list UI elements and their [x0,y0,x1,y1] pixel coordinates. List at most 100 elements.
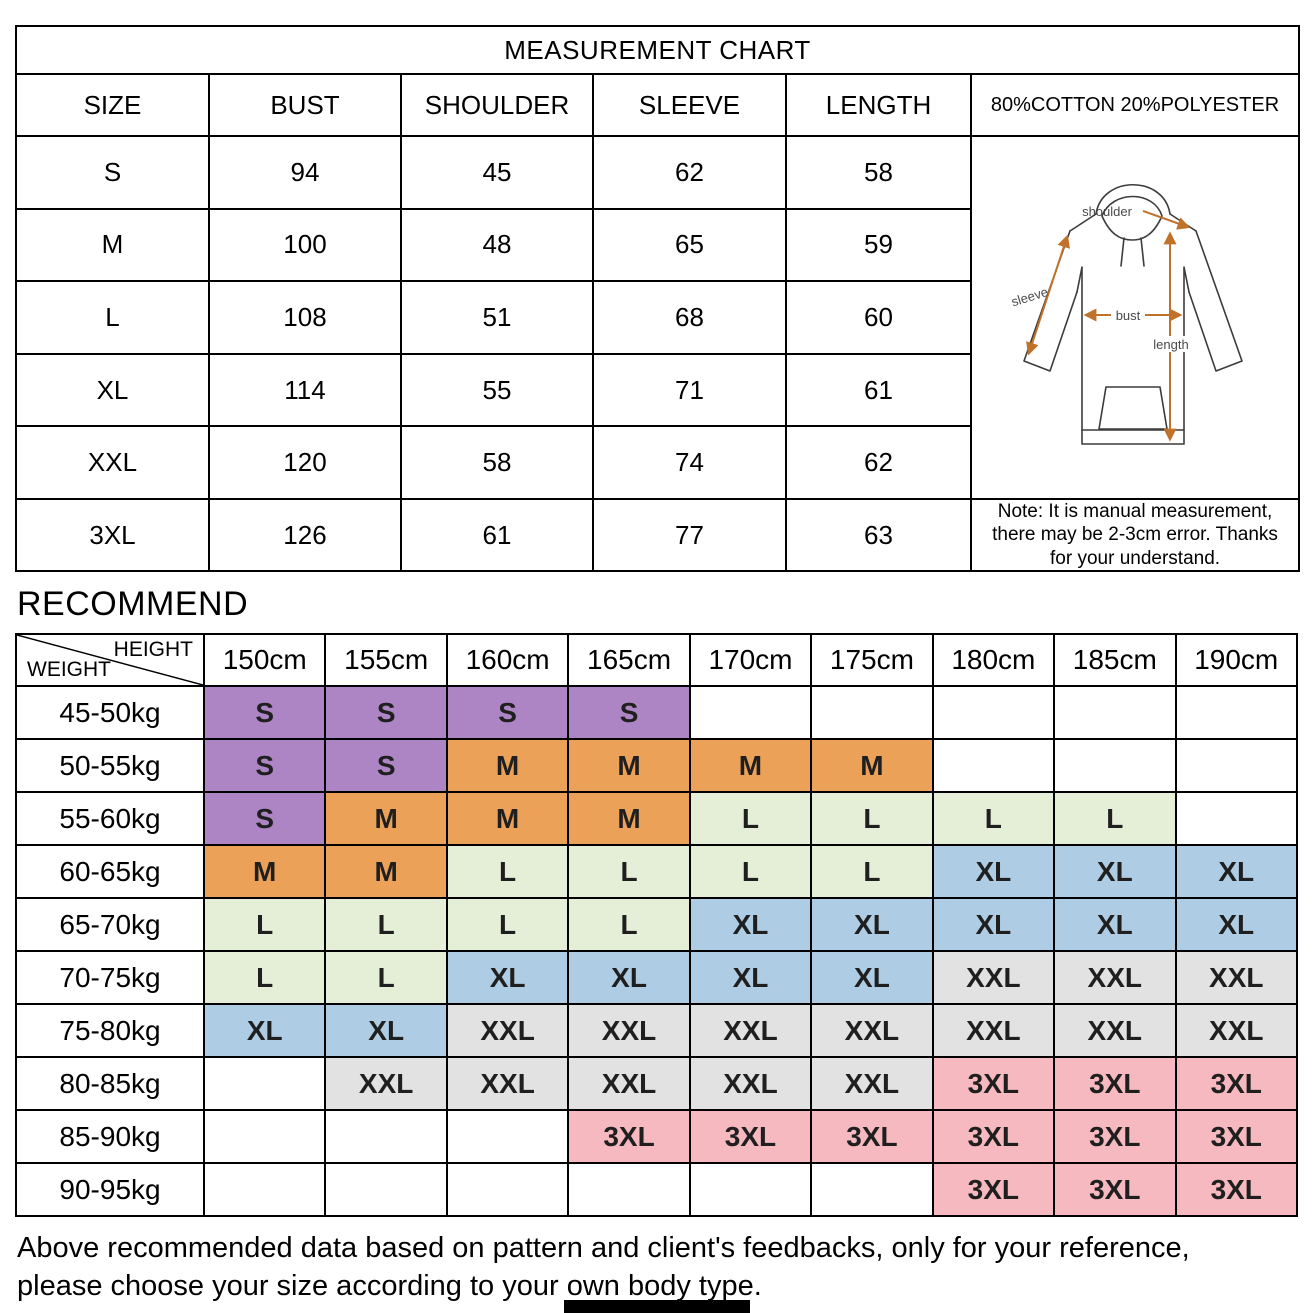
recommended-size-cell: XXL [688,1056,813,1112]
size-row: XXL 120 58 74 62 [15,425,1299,500]
weight-range-label: 80-85kg [15,1056,205,1112]
empty-size-cell [810,685,934,741]
recommended-size-cell: L [810,791,934,847]
column-header-length: LENGTH [785,73,972,137]
recommend-row: 80-85kg XXL XXL XXL XXL XXL 3XL 3XL 3XL [15,1056,1298,1112]
recommend-table: HEIGHT WEIGHT 150cm 155cm 160cm 165cm 170cm 1… [15,633,1298,1218]
recommended-size-cell: M [445,791,570,847]
column-header-shoulder: SHOULDER [400,73,594,137]
recommended-size-cell: XXL [445,1003,570,1059]
length-value: 62 [785,425,972,500]
hoodie-diagram-cell: shoulder sleeve bust length [969,135,1301,500]
recommended-size-cell: L [567,897,691,953]
recommended-size-cell: XXL [810,1003,934,1059]
height-axis-label: HEIGHT [113,638,193,662]
measurement-arrows [1026,210,1191,442]
recommended-size-cell: L [931,791,1056,847]
weight-range-label: 55-60kg [15,791,205,847]
recommended-size-cell: XXL [931,1003,1056,1059]
height-header: 165cm [567,633,691,688]
recommended-size-cell: L [445,844,570,900]
height-header: 155cm [324,633,448,688]
height-header: 180cm [931,633,1056,688]
sleeve-value: 77 [592,497,787,573]
recommended-size-cell: XXL [1053,950,1177,1006]
recommended-size-cell: 3XL [1053,1109,1177,1165]
recommended-size-cell: S [567,685,691,741]
recommended-size-cell: M [324,791,448,847]
empty-size-cell [1174,791,1298,847]
recommend-row: 50-55kg S S M M M M [15,738,1298,794]
hoodie-measurement-diagram: shoulder sleeve bust length [1010,183,1243,445]
recommended-size-cell: S [445,685,570,741]
material-info: 80%COTTON 20%POLYESTER [969,73,1301,137]
bust-value: 94 [208,135,402,210]
recommend-row: 75-80kg XL XL XXL XXL XXL XXL XXL XXL XXL [15,1003,1298,1059]
empty-size-cell [202,1162,327,1218]
recommended-size-cell: XL [810,897,934,953]
recommended-size-cell: M [567,738,691,794]
sleeve-value: 71 [592,352,787,428]
recommended-size-cell: XL [1053,844,1177,900]
recommended-size-cell: XL [1174,844,1298,900]
length-value: 59 [785,207,972,283]
column-header-size: SIZE [15,73,210,137]
weight-range-label: 90-95kg [15,1162,205,1218]
recommend-heading: RECOMMEND [17,585,249,624]
height-header: 185cm [1053,633,1177,688]
length-value: 61 [785,352,972,428]
recommended-size-cell: XL [688,950,813,1006]
shoulder-label: shoulder [1082,204,1133,219]
measurement-chart-table: MEASUREMENT CHART SIZE BUST SHOULDER SLE… [14,25,1301,573]
recommended-size-cell: L [445,897,570,953]
recommended-size-cell: S [202,685,327,741]
empty-size-cell [445,1109,570,1165]
recommended-size-cell: L [324,950,448,1006]
recommended-size-cell: L [688,791,813,847]
recommended-size-cell: 3XL [931,1109,1056,1165]
diagram-labels: shoulder sleeve bust length [1010,204,1194,352]
note-line: for your understand. [1050,547,1221,569]
recommended-size-cell: 3XL [931,1056,1056,1112]
recommended-size-cell: XL [1053,897,1177,953]
empty-size-cell [688,1162,813,1218]
weight-range-label: 60-65kg [15,844,205,900]
recommended-size-cell: XXL [931,950,1056,1006]
empty-size-cell [1174,738,1298,794]
bust-value: 108 [208,280,402,355]
measurement-title-row: MEASUREMENT CHART [14,25,1301,75]
recommended-size-cell: XL [1174,897,1298,953]
recommended-size-cell: XXL [567,1003,691,1059]
recommend-row: 70-75kg L L XL XL XL XL XXL XXL XXL [15,950,1298,1006]
recommend-row: 65-70kg L L L L XL XL XL XL XL [15,897,1298,953]
size-row: L 108 51 68 60 [15,280,1299,355]
shoulder-value: 55 [400,352,594,428]
empty-size-cell [688,685,813,741]
recommend-row: 85-90kg 3XL 3XL 3XL 3XL 3XL 3XL [15,1109,1298,1165]
recommended-size-cell: XXL [1174,950,1298,1006]
recommend-row: 55-60kg S M M M L L L L [15,791,1298,847]
disclaimer-line-2: please choose your size according to you… [17,1269,762,1302]
recommended-size-cell: M [567,791,691,847]
recommended-size-cell: L [202,897,327,953]
recommended-size-cell: 3XL [688,1109,813,1165]
sleeve-value: 68 [592,280,787,355]
shoulder-value: 45 [400,135,594,210]
recommended-size-cell: 3XL [810,1109,934,1165]
recommended-size-cell: XL [688,897,813,953]
recommended-size-cell: 3XL [1174,1162,1298,1218]
size-value: M [15,207,210,283]
recommended-size-cell: XL [567,950,691,1006]
empty-size-cell [324,1109,448,1165]
size-row: 3XL 126 61 77 63 Note: It is manual meas… [15,497,1301,573]
size-value: L [15,280,210,355]
recommended-size-cell: XL [810,950,934,1006]
height-header: 175cm [810,633,934,688]
weight-axis-label: WEIGHT [27,658,111,682]
shoulder-value: 61 [400,497,594,573]
bust-value: 120 [208,425,402,500]
height-header: 160cm [445,633,570,688]
bust-value: 100 [208,207,402,283]
recommend-header-row: HEIGHT WEIGHT 150cm 155cm 160cm 165cm 170cm 1… [15,633,1298,688]
empty-size-cell [931,685,1056,741]
